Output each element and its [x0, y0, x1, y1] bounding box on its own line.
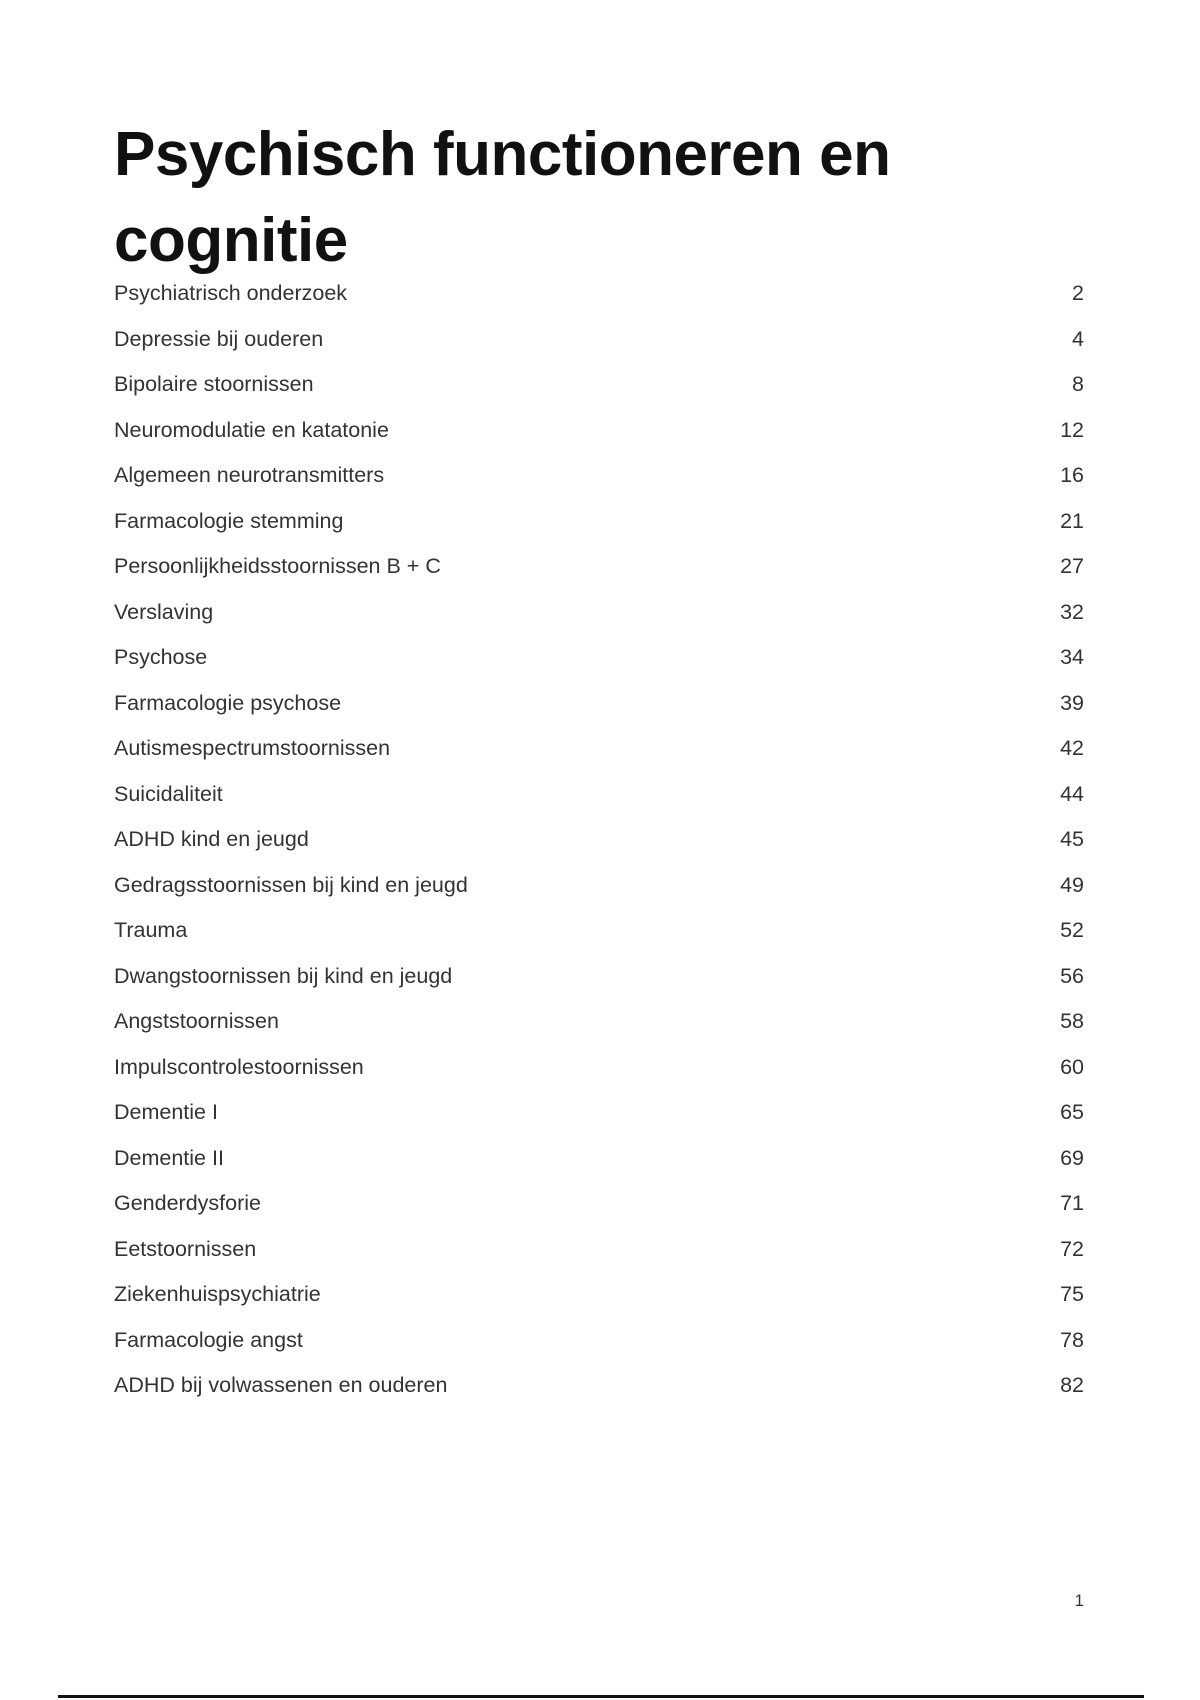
toc-entry-page: 71 [1060, 1191, 1084, 1215]
toc-entry-label: Ziekenhuispsychiatrie [114, 1282, 321, 1306]
toc-entry[interactable]: Impulscontrolestoornissen 60 [114, 1050, 1084, 1096]
toc-entry[interactable]: Bipolaire stoornissen 8 [114, 367, 1084, 413]
toc-entry-label: Trauma [114, 918, 188, 942]
toc-entry-label: Farmacologie psychose [114, 690, 342, 715]
footer-divider [58, 1695, 1144, 1698]
toc-entry-label: Farmacologie angst [114, 1327, 303, 1352]
toc-entry[interactable]: Genderdysforie 71 [114, 1186, 1084, 1232]
page-number: 1 [1074, 1591, 1084, 1610]
page-title: Psychisch functioneren en cognitie [114, 120, 891, 275]
toc-entry-label: Genderdysforie [114, 1191, 261, 1215]
toc-entry[interactable]: Neuromodulatie en katatonie 12 [114, 413, 1084, 459]
toc-entry-page: 2 [1072, 281, 1084, 305]
toc-entry[interactable]: Persoonlijkheidsstoornissen B + C 27 [114, 549, 1084, 595]
toc-entry-label: Psychiatrisch onderzoek [114, 281, 348, 305]
toc-entry-label: Eetstoornissen [114, 1236, 257, 1261]
toc-entry-page: 16 [1060, 463, 1084, 487]
toc-entry[interactable]: Ziekenhuispsychiatrie 75 [114, 1277, 1084, 1323]
toc-entry-label: Depressie bij ouderen [114, 326, 324, 351]
toc-entry-page: 75 [1060, 1282, 1084, 1306]
toc-entry-page: 12 [1060, 417, 1084, 442]
toc-entry[interactable]: Dementie II 69 [114, 1141, 1084, 1187]
toc-entry[interactable]: Psychose 34 [114, 640, 1084, 686]
toc-entry-label: Algemeen neurotransmitters [114, 463, 385, 487]
toc-entry-label: Persoonlijkheidsstoornissen B + C [114, 554, 441, 578]
toc-entry-label: Neuromodulatie en katatonie [114, 417, 389, 442]
toc-entry-label: Gedragsstoornissen bij kind en jeugd [114, 872, 468, 897]
toc-entry[interactable]: Farmacologie stemming 21 [114, 504, 1084, 550]
toc-entry[interactable]: Autismespectrumstoornissen 42 [114, 731, 1084, 777]
toc-entry-label: ADHD kind en jeugd [114, 827, 309, 851]
toc-entry-page: 8 [1072, 372, 1084, 396]
toc-entry-label: ADHD bij volwassenen en ouderen [114, 1373, 448, 1397]
toc-entry-page: 56 [1060, 963, 1084, 988]
toc-entry[interactable]: Depressie bij ouderen 4 [114, 322, 1084, 368]
toc-entry-label: Impulscontrolestoornissen [114, 1054, 364, 1079]
toc-entry-label: Dementie I [114, 1100, 218, 1124]
toc-entry[interactable]: Algemeen neurotransmitters 16 [114, 458, 1084, 504]
toc-entry[interactable]: Dementie I 65 [114, 1095, 1084, 1141]
toc-entry-label: Angststoornissen [114, 1009, 279, 1033]
toc-entry[interactable]: ADHD bij volwassenen en ouderen 82 [114, 1368, 1084, 1414]
toc-entry-page: 34 [1060, 645, 1084, 669]
toc-entry[interactable]: Psychiatrisch onderzoek 2 [114, 276, 1084, 322]
toc-entry[interactable]: Farmacologie angst 78 [114, 1323, 1084, 1369]
toc-entry-label: Dwangstoornissen bij kind en jeugd [114, 963, 453, 988]
toc-entry[interactable]: Verslaving 32 [114, 595, 1084, 641]
toc-entry-page: 49 [1060, 872, 1084, 897]
toc-entry[interactable]: Angststoornissen 58 [114, 1004, 1084, 1050]
toc-entry-page: 72 [1060, 1236, 1084, 1261]
toc-entry-page: 4 [1072, 326, 1084, 351]
toc-entry[interactable]: Farmacologie psychose 39 [114, 686, 1084, 732]
toc-entry-label: Farmacologie stemming [114, 508, 344, 533]
toc-entry-page: 44 [1060, 781, 1084, 806]
toc-entry-page: 65 [1060, 1100, 1084, 1124]
toc-entry-page: 58 [1060, 1009, 1084, 1033]
toc-entry[interactable]: Suicidaliteit 44 [114, 777, 1084, 823]
toc-entry-label: Psychose [114, 645, 208, 669]
toc-entry-page: 60 [1060, 1054, 1084, 1079]
toc-entry-label: Verslaving [114, 599, 214, 624]
toc-entry-label: Dementie II [114, 1145, 224, 1170]
toc-entry-page: 78 [1060, 1327, 1084, 1352]
toc-entry[interactable]: Eetstoornissen 72 [114, 1232, 1084, 1278]
toc-entry-page: 21 [1060, 508, 1084, 533]
toc-entry-page: 42 [1060, 736, 1084, 760]
toc-entry-label: Suicidaliteit [114, 781, 223, 806]
toc-entry[interactable]: Dwangstoornissen bij kind en jeugd 56 [114, 959, 1084, 1005]
toc-entry-page: 45 [1060, 827, 1084, 851]
toc-entry[interactable]: ADHD kind en jeugd 45 [114, 822, 1084, 868]
toc-entry-page: 39 [1060, 690, 1084, 715]
toc-entry-page: 82 [1060, 1373, 1084, 1397]
toc-entry[interactable]: Gedragsstoornissen bij kind en jeugd 49 [114, 868, 1084, 914]
toc-entry[interactable]: Trauma 52 [114, 913, 1084, 959]
toc-entry-page: 27 [1060, 554, 1084, 578]
toc-entry-page: 52 [1060, 918, 1084, 942]
toc-entry-label: Bipolaire stoornissen [114, 372, 314, 396]
toc-entry-page: 32 [1060, 599, 1084, 624]
toc-entry-label: Autismespectrumstoornissen [114, 736, 391, 760]
table-of-contents: Psychiatrisch onderzoek 2 Depressie bij ou… [114, 276, 1084, 1414]
toc-entry-page: 69 [1060, 1145, 1084, 1170]
